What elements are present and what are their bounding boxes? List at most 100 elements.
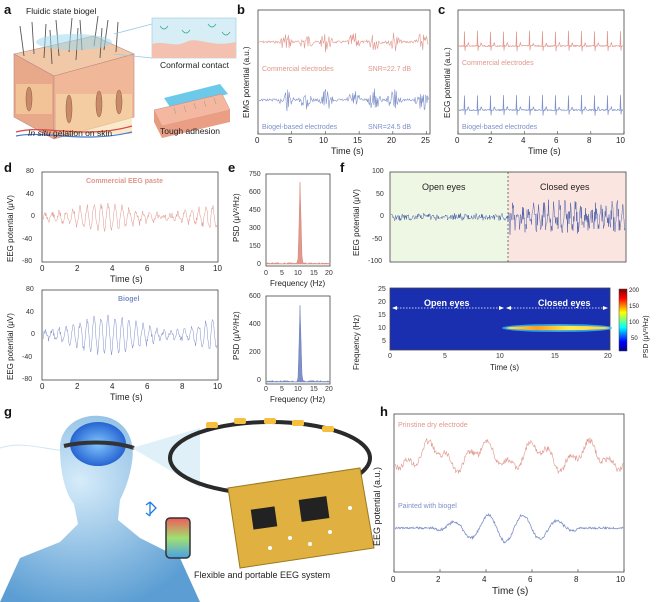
- xtick: 8: [574, 575, 578, 584]
- xtick: 2: [436, 575, 440, 584]
- eeg-top-xlabel: Time (s): [110, 274, 143, 284]
- ytick: 450: [249, 207, 261, 214]
- ytick: 0: [31, 331, 35, 338]
- ytick: 200: [249, 349, 261, 356]
- xtick: 8: [180, 264, 184, 273]
- xtick: 5: [443, 353, 447, 360]
- conformal-contact-label: Conformal contact: [160, 60, 229, 70]
- eeg-h-plot: [392, 412, 628, 576]
- eeg-paste-title: Commercial EEG paste: [86, 178, 163, 185]
- panel-b-letter: b: [237, 2, 245, 17]
- spectrogram-xlabel: Time (s): [490, 363, 519, 372]
- ecg-xlabel: Time (s): [528, 146, 561, 156]
- panel-e-letter: e: [228, 160, 235, 175]
- xtick: 2: [75, 264, 79, 273]
- ecg-xtick: 0: [455, 136, 459, 145]
- psd-bottom-ylabel: PSD (μV²/Hz): [232, 311, 241, 360]
- emg-xtick: 15: [353, 136, 362, 145]
- xtick: 0: [388, 353, 392, 360]
- xtick: 6: [145, 264, 149, 273]
- xtick: 0: [264, 386, 268, 393]
- emg-xtick: 10: [319, 136, 328, 145]
- closed-eyes-label: Closed eyes: [540, 182, 590, 192]
- xtick: 15: [310, 270, 318, 277]
- ecg-xtick: 6: [554, 136, 558, 145]
- psd-paste-plot: [264, 172, 334, 270]
- xtick: 5: [280, 270, 284, 277]
- xtick: 6: [528, 575, 532, 584]
- ytick: 80: [26, 168, 34, 175]
- ecg-xtick: 4: [521, 136, 525, 145]
- xtick: 10: [294, 386, 302, 393]
- ytick: -50: [372, 236, 382, 243]
- eeg-h-xlabel: Time (s): [492, 586, 528, 597]
- xtick: 20: [325, 386, 333, 393]
- spectrogram-ylabel: Frequency (Hz): [352, 315, 361, 370]
- ecg-xtick: 10: [616, 136, 625, 145]
- cbar-tick: 100: [629, 320, 639, 326]
- xtick: 4: [110, 382, 114, 391]
- ecg-ylabel: ECG potential (a.u.): [443, 47, 452, 118]
- ytick: -80: [22, 376, 32, 383]
- xtick: 20: [325, 270, 333, 277]
- xtick: 8: [180, 382, 184, 391]
- xtick: 0: [391, 575, 395, 584]
- ytick: 15: [378, 312, 386, 319]
- panel-h-letter: h: [380, 404, 388, 419]
- eeg-top-ylabel: EEG potential (μV): [6, 195, 15, 262]
- xtick: 15: [551, 353, 559, 360]
- emg-xlabel: Time (s): [331, 146, 364, 156]
- panel-d-letter: d: [4, 160, 12, 175]
- spectrogram-plot: [388, 286, 612, 352]
- emg-xtick: 20: [387, 136, 396, 145]
- panel-f-letter: f: [340, 160, 344, 175]
- ytick: -40: [22, 354, 32, 361]
- xtick: 0: [264, 270, 268, 277]
- xtick: 4: [110, 264, 114, 273]
- eeg-bottom-ylabel: EEG potential (μV): [6, 313, 15, 380]
- emg-ylabel: EMG potential (a.u.): [242, 46, 251, 118]
- ecg-xtick: 8: [587, 136, 591, 145]
- ytick: -40: [22, 236, 32, 243]
- eeg-eyes-ylabel: EEG potential (μV): [352, 189, 361, 256]
- cbar-tick: 200: [629, 288, 639, 294]
- psd-biogel-plot: [264, 294, 334, 388]
- pristine-label: Prinstine dry electrode: [398, 422, 468, 429]
- ytick: 100: [372, 168, 384, 175]
- ytick: 20: [378, 299, 386, 306]
- ytick: -100: [368, 258, 382, 265]
- ytick: 25: [378, 286, 386, 293]
- emg-commercial-label: Commercial electrodes: [262, 66, 334, 73]
- painted-label: Painted with biogel: [398, 503, 457, 510]
- cbar-tick: 150: [629, 304, 639, 310]
- ytick: 10: [378, 325, 386, 332]
- ytick: 40: [26, 309, 34, 316]
- xtick: 4: [482, 575, 486, 584]
- ytick: 150: [249, 243, 261, 250]
- panel-c-letter: c: [438, 2, 445, 17]
- xtick: 6: [145, 382, 149, 391]
- ytick: 5: [382, 338, 386, 345]
- emg-biogel-label: Biogel-based electrodes: [262, 124, 337, 131]
- in-situ-gelation-label: In situ gelation on skin: [28, 128, 112, 138]
- eeg-system-caption: Flexible and portable EEG system: [194, 570, 330, 580]
- cbar-tick: 50: [631, 336, 638, 342]
- ytick: 40: [26, 191, 34, 198]
- xtick: 10: [213, 264, 222, 273]
- xtick: 10: [294, 270, 302, 277]
- ytick: 80: [26, 286, 34, 293]
- ecg-xtick: 2: [488, 136, 492, 145]
- eeg-biogel-title: Biogel: [118, 296, 139, 303]
- xtick: 5: [280, 386, 284, 393]
- eeg-bottom-xlabel: Time (s): [110, 392, 143, 402]
- xtick: 20: [604, 353, 612, 360]
- xtick: 10: [213, 382, 222, 391]
- xtick: 10: [496, 353, 504, 360]
- ytick: 600: [249, 189, 261, 196]
- xtick: 2: [75, 382, 79, 391]
- colorbar: [618, 288, 628, 352]
- colorbar-label: PSD (μV²/Hz): [643, 315, 650, 358]
- emg-xtick: 5: [288, 136, 292, 145]
- xtick: 0: [40, 264, 44, 273]
- spec-closed-eyes-label: Closed eyes: [538, 298, 591, 308]
